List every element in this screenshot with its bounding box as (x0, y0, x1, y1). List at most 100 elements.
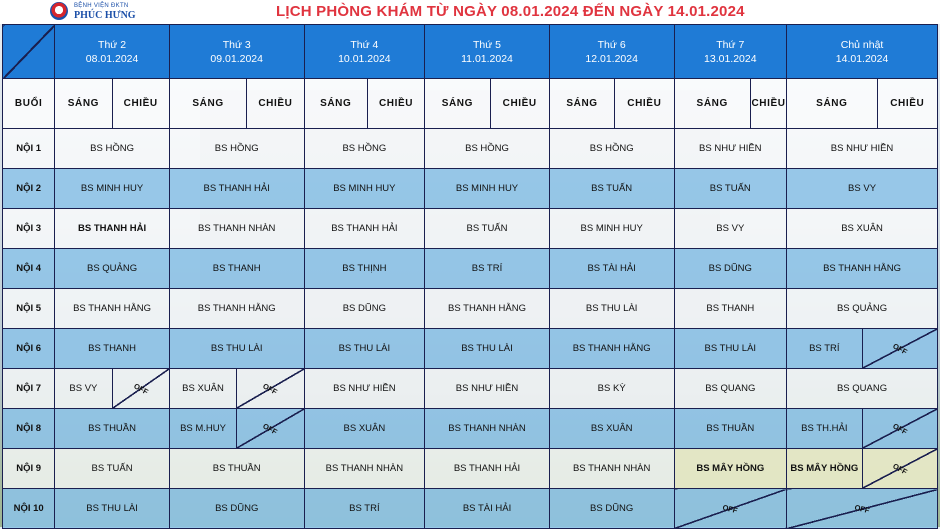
schedule-cell: BS HỒNG (548, 128, 675, 169)
doctor-name: BS THANH NHÀN (448, 423, 526, 434)
doctor-name: BS THANH HẰNG (197, 303, 276, 314)
doctor-name: BS DŨNG (215, 503, 259, 514)
schedule-table: Thứ 2 08.01.2024 Thứ 3 09.01.2024 Thứ 4 10.01… (1, 24, 939, 529)
doctor-name: BS THANH HẢI (78, 223, 147, 234)
doctor-name: BS VY (716, 223, 745, 234)
schedule-cell: BS XUÂN (548, 408, 675, 449)
doctor-name: BS TUẤN (709, 183, 751, 194)
doctor-name: BS THANH HẢI (331, 223, 398, 234)
afternoon-header: CHIỀU (366, 78, 426, 129)
off-half: OFF (861, 329, 937, 368)
schedule-cell: OFF (786, 488, 938, 529)
doctor-name: BS TRÍ (349, 503, 380, 514)
schedule-cell: BS THANH HẢI (303, 208, 426, 249)
schedule-cell: BS QUẢNG (786, 288, 938, 329)
schedule-cell: BS DŨNG (673, 248, 788, 289)
doctor-name: BS THU LÀI (338, 343, 391, 354)
doctor-name: BS THANH (706, 303, 755, 314)
schedule-cell: BS THU LÀI (54, 488, 170, 529)
morning-header: SÁNG (303, 78, 368, 129)
schedule-cell: BS HỒNG (54, 128, 170, 169)
day-date: 12.01.2024 (585, 52, 638, 65)
off-label: OFF (891, 341, 909, 356)
schedule-cell: BS NHƯ HIỀN (786, 128, 938, 169)
doctor-name: BS TRÍ (471, 263, 503, 274)
doctor-name: BS THU LÀI (461, 343, 513, 354)
logo-line2: PHÚC HƯNG (74, 10, 136, 21)
day-date: 09.01.2024 (210, 52, 263, 65)
day-header: Thứ 6 12.01.2024 (548, 24, 675, 79)
doctor-name: BS TRÍ (809, 343, 840, 354)
day-header: Thứ 5 11.01.2024 (424, 24, 550, 79)
day-header: Thứ 4 10.01.2024 (303, 24, 426, 79)
schedule-cell: BS QUANG (786, 368, 938, 409)
schedule-cell: BS TRÍ OFF (786, 328, 938, 369)
clinic-row-label: NỘI 9 (1, 448, 56, 489)
doctor-name: BS THỊNH (342, 263, 387, 274)
schedule-cell: BS THANH (54, 328, 170, 369)
doctor-name: BS VY (69, 383, 98, 394)
doctor-name: BS XUÂN (590, 423, 633, 434)
schedule-cell: BS THANH HẢI (54, 208, 170, 249)
doctor-name: BS KỲ (597, 383, 626, 394)
schedule-cell: BS THU LÀI (673, 328, 788, 369)
doctor-name: BS HỒNG (90, 143, 134, 154)
doctor-name: BS DŨNG (708, 263, 752, 274)
schedule-cell: BS TRÍ (424, 248, 550, 289)
schedule-cell: BS MÂY HỒNG OFF (786, 448, 938, 489)
day-name: Thứ 4 (350, 38, 379, 51)
doctor-name: BS XUÂN (343, 423, 386, 434)
schedule-cell: BS HỒNG (424, 128, 550, 169)
clinic-row-label: NỘI 10 (1, 488, 56, 529)
schedule-cell: BS HỒNG (303, 128, 426, 169)
schedule-cell: BS THUẦN (54, 408, 170, 449)
afternoon-header: CHIỀU (749, 78, 788, 129)
doctor-name: BS THU LÀI (210, 343, 263, 354)
clinic-row-label: NỘI 1 (1, 128, 56, 169)
schedule-cell: BS HỒNG (168, 128, 305, 169)
doctor-name: BS THANH HẢI (203, 183, 270, 194)
morning-header: SÁNG (548, 78, 616, 129)
doctor-name: BS QUẢNG (836, 303, 888, 314)
schedule-cell: BS THU LÀI (424, 328, 550, 369)
morning-header: SÁNG (54, 78, 113, 129)
schedule-cell: BS KỲ (548, 368, 675, 409)
afternoon-header: CHIỀU (246, 78, 305, 129)
doctor-name: BS MINH HUY (580, 223, 643, 234)
clinic-row-label: NỘI 5 (1, 288, 56, 329)
doctor-name: BS THANH HẰNG (572, 343, 651, 354)
off-label: OFF (261, 421, 280, 436)
schedule-cell: BS THANH NHÀN (424, 408, 550, 449)
off-half: OFF (111, 369, 169, 408)
off-label: OFF (131, 381, 150, 396)
doctor-name: BS TÀI HẢI (462, 503, 512, 514)
schedule-cell: BS THU LÀI (548, 288, 675, 329)
doctor-name: BS HỒNG (342, 143, 387, 154)
day-header: Thứ 2 08.01.2024 (54, 24, 170, 79)
doctor-name: BS M.HUY (180, 423, 226, 434)
schedule-cell: BS MÂY HỒNG (673, 448, 788, 489)
doctor-name: BS HỒNG (465, 143, 509, 154)
afternoon-header: CHIỀU (614, 78, 675, 129)
page-header: BỆNH VIỆN ĐKTN PHÚC HƯNG LỊCH PHÒNG KHÁM… (0, 0, 940, 24)
doctor-name: BS XUÂN (182, 383, 224, 394)
day-name: Chủ nhật (840, 38, 884, 51)
day-name: Thứ 5 (472, 38, 502, 51)
logo-emblem-icon (50, 2, 68, 20)
doctor-name: BS THUẦN (706, 423, 755, 434)
schedule-cell: BS THANH NHÀN (303, 448, 426, 489)
logo-line1: BỆNH VIỆN ĐKTN (74, 3, 129, 9)
doctor-name: BS TUẤN (91, 463, 133, 474)
schedule-cell: BS THANH HẢI (168, 168, 305, 209)
day-date: 14.01.2024 (835, 52, 889, 65)
doctor-name: BS MINH HUY (80, 183, 144, 194)
schedule-cell: BS TUẤN (673, 168, 788, 209)
page-title: LỊCH PHÒNG KHÁM TỪ NGÀY 08.01.2024 ĐẾN N… (276, 3, 745, 20)
schedule-cell: BS VY (673, 208, 788, 249)
doctor-name: BS NHƯ HIỀN (699, 143, 762, 154)
schedule-cell: BS THANH (673, 288, 788, 329)
corner-cell (1, 24, 56, 79)
schedule-cell: BS THUẦN (168, 448, 305, 489)
schedule-cell: BS THANH HẰNG (54, 288, 170, 329)
doctor-name: BS TÀI HẢI (587, 263, 636, 274)
